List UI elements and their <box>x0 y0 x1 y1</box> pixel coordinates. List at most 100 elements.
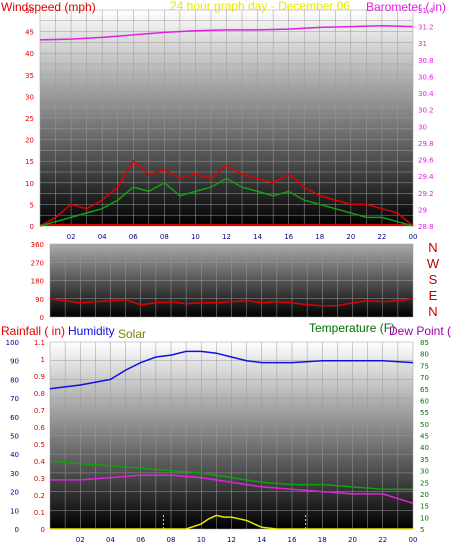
barometer-tick-label: 29.6 <box>418 157 434 165</box>
temperature-tick-label: 45 <box>420 433 429 441</box>
temperature-line <box>49 460 413 491</box>
dewpoint-axis-label: Dew Point ( <box>389 324 451 338</box>
x-tick-label: 06 <box>129 233 138 241</box>
rainfall-tick-label: 0.2 <box>34 492 45 500</box>
windspeed-tick-label: 35 <box>25 72 34 80</box>
temperature-tick-label: 15 <box>420 503 429 511</box>
rainfall-tick-label: 0.6 <box>34 424 46 432</box>
x-tick-label: 04 <box>106 536 115 544</box>
x-tick-label: 12 <box>227 536 236 544</box>
windspeed-tick-label: 50 <box>25 7 34 15</box>
x-tick-label: 02 <box>76 536 85 544</box>
windspeed-tick-label: 30 <box>25 93 34 101</box>
barometer-tick-label: 30.8 <box>418 57 434 65</box>
temperature-tick-label: 75 <box>420 362 429 370</box>
x-tick-label: 10 <box>197 536 206 544</box>
humidity-axis-label: Humidity <box>68 324 115 338</box>
temperature-tick-label: 55 <box>420 409 429 417</box>
temperature-tick-label: 50 <box>420 421 429 429</box>
windspeed-tick-label: 45 <box>25 29 34 37</box>
rainfall-tick-label: 0.3 <box>34 475 45 483</box>
humidity-axis-ticks: 0 10 20 30 40 50 60 70 80 90 100 <box>6 339 19 534</box>
wind-baro-grid <box>39 9 414 227</box>
x-tick-label: 14 <box>253 233 262 241</box>
x-tick-label: 18 <box>318 536 327 544</box>
barometer-tick-label: 31 <box>418 40 427 48</box>
temperature-tick-label: 40 <box>420 444 429 452</box>
x-tick-label: 14 <box>257 536 266 544</box>
rainfall-tick-label: 0.8 <box>34 390 45 398</box>
dewpoint-line <box>50 474 414 505</box>
compass-label: E <box>429 288 438 303</box>
x-tick-label: 12 <box>222 233 231 241</box>
temperature-tick-label: 35 <box>420 456 429 464</box>
solar-axis-label: Solar <box>118 327 146 341</box>
windspeed-line <box>39 177 414 227</box>
windspeed-tick-label: 0 <box>30 223 34 231</box>
humidity-temp-grid <box>49 341 414 530</box>
solar-line <box>50 514 413 530</box>
temperature-tick-label: 25 <box>420 479 429 487</box>
temperature-tick-label: 10 <box>420 514 429 522</box>
graph-title: 24 hour graph day - December 06 <box>170 0 350 13</box>
humidity-tick-label: 70 <box>10 395 19 403</box>
humidity-temp-series <box>49 350 414 530</box>
direction-tick-label: 90 <box>35 296 44 304</box>
windspeed-tick-label: 15 <box>25 158 34 166</box>
barometer-tick-label: 30.2 <box>418 107 434 115</box>
humidity-tick-label: 60 <box>10 414 19 422</box>
temperature-tick-label: 5 <box>420 526 424 534</box>
direction-tick-label: 360 <box>31 241 44 249</box>
humidity-tick-label: 30 <box>10 470 19 478</box>
rainfall-tick-label: 0.7 <box>34 407 45 415</box>
humidity-tick-label: 0 <box>15 526 19 534</box>
humidity-line <box>49 350 414 390</box>
barometer-tick-label: 30 <box>418 123 427 131</box>
x-tick-label: 04 <box>98 233 107 241</box>
humidity-tick-label: 50 <box>10 433 19 441</box>
temperature-tick-label: 60 <box>420 397 429 405</box>
x-tick-label: 06 <box>136 536 145 544</box>
rainfall-tick-label: 0.5 <box>34 441 45 449</box>
windspeed-axis-label: Windspeed (mph) <box>1 0 96 14</box>
rainfall-tick-label: 1.1 <box>34 339 45 347</box>
compass-label: S <box>429 272 438 287</box>
temperature-axis-ticks: 5 10 15 20 25 30 35 40 45 50 55 60 65 70 75 80 85 <box>420 339 429 534</box>
x-tick-label: 10 <box>191 233 200 241</box>
temperature-tick-label: 80 <box>420 351 429 359</box>
temperature-tick-label: 70 <box>420 374 429 382</box>
rainfall-tick-label: 0.4 <box>34 458 46 466</box>
rainfall-tick-label: 0.1 <box>34 509 45 517</box>
barometer-tick-label: 29.2 <box>418 190 434 198</box>
windspeed-tick-label: 40 <box>25 50 34 58</box>
compass-label: N <box>428 240 437 255</box>
barometer-tick-label: 28.8 <box>418 223 434 231</box>
wind-direction-axis-ticks: 0 90 180 270 360 <box>31 241 44 322</box>
direction-tick-label: 180 <box>31 278 44 286</box>
compass-label: W <box>427 256 440 271</box>
humidity-tick-label: 10 <box>10 507 19 515</box>
humidity-tick-label: 90 <box>10 358 19 366</box>
windspeed-tick-label: 10 <box>25 180 34 188</box>
direction-tick-label: 270 <box>31 259 44 267</box>
temperature-tick-label: 20 <box>420 491 429 499</box>
x-tick-label: 18 <box>315 233 324 241</box>
barometer-tick-label: 30.4 <box>418 90 434 98</box>
x-tick-label: 08 <box>167 536 176 544</box>
humidity-tick-label: 20 <box>10 489 19 497</box>
x-tick-label: 22 <box>377 233 386 241</box>
barometer-line <box>39 25 414 41</box>
compass-label: N <box>428 304 437 319</box>
direction-tick-label: 0 <box>40 314 44 322</box>
humidity-tick-label: 80 <box>10 376 19 384</box>
barometer-tick-label: 29 <box>418 206 427 214</box>
temperature-tick-label: 30 <box>420 468 429 476</box>
rainfall-axis-ticks: 0 0.1 0.2 0.3 0.4 0.5 0.6 0.7 0.8 0.9 1 1.1 <box>34 339 46 534</box>
x-tick-label: 00 <box>409 233 418 241</box>
wind-baro-x-ticks: 02 04 06 08 10 12 14 16 18 20 22 00 <box>67 233 418 241</box>
barometer-axis-ticks: 28.8 29 29.2 29.4 29.6 29.8 30 30.2 30.4 30.6 30.8… <box>418 7 434 231</box>
barometer-axis-label: Barometer ( in) <box>366 0 446 14</box>
rainfall-tick-label: 0 <box>41 526 45 534</box>
